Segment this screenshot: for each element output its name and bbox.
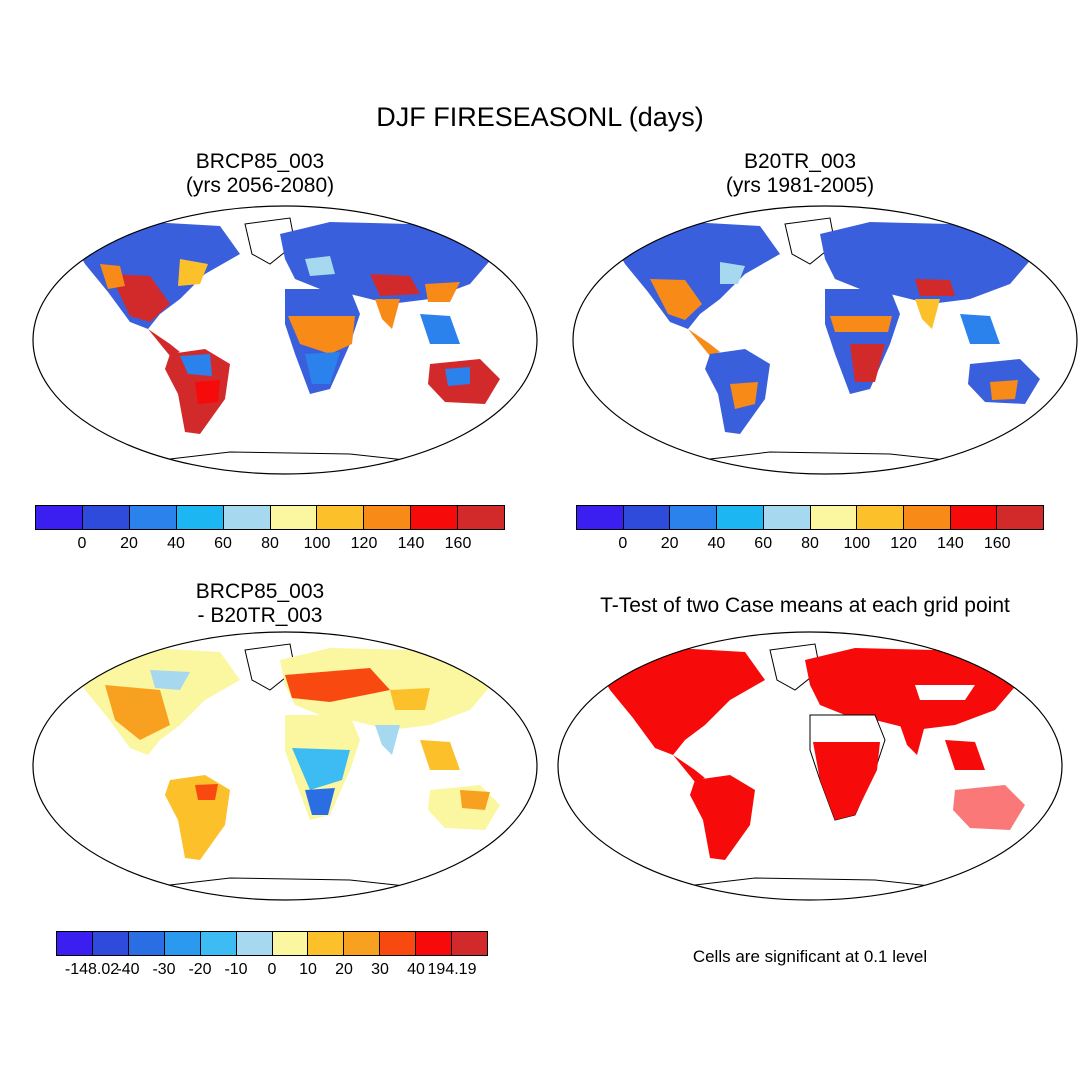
panel-1-title: BRCP85_003 (yrs 2056-2080) [130, 150, 390, 198]
colorbar-difference-label: 40 [407, 961, 425, 978]
colorbar-brcp85-label: 20 [120, 535, 138, 552]
colorbar-b20tr-label: 160 [983, 535, 1011, 552]
colorbar-difference-box [308, 932, 345, 955]
colorbar-brcp85-label: 80 [261, 535, 279, 552]
colorbar-difference [56, 931, 488, 956]
panel-1-title-line2: (yrs 2056-2080) [185, 174, 335, 197]
colorbar-brcp85-box [129, 506, 177, 529]
colorbar-brcp85-box [411, 506, 459, 529]
panel-4-title: T-Test of two Case means at each grid po… [545, 594, 1065, 618]
colorbar-brcp85-label: 60 [214, 535, 232, 552]
colorbar-difference-label: -148.02 [64, 961, 120, 978]
colorbar-brcp85-label: 40 [167, 535, 185, 552]
panel-3-title-line1: BRCP85_003 [195, 580, 325, 603]
map-b20tr-svg [572, 205, 1078, 475]
colorbar-b20tr-label: 140 [937, 535, 964, 552]
colorbar-brcp85-box [36, 506, 83, 529]
colorbar-difference-label: -30 [152, 961, 176, 978]
colorbar-difference-box [344, 932, 381, 955]
colorbar-b20tr-box [670, 506, 718, 529]
colorbar-difference-labels: -148.02 -40 -30 -20 -10 0 10 20 30 40 194.19 [56, 961, 488, 983]
panel-3-title: BRCP85_003 - B20TR_003 [130, 580, 390, 628]
colorbar-brcp85-box [176, 506, 224, 529]
figure-title: DJF FIRESEASONL (days) [376, 102, 704, 132]
colorbar-b20tr-box [717, 506, 764, 529]
colorbar-difference-label: -40 [116, 961, 140, 978]
panel-2-title: B20TR_003 (yrs 1981-2005) [670, 150, 930, 198]
map-b20tr [570, 204, 1080, 476]
colorbar-difference-box [128, 932, 165, 955]
colorbar-difference-box [272, 932, 309, 955]
colorbar-difference-box [92, 932, 129, 955]
colorbar-b20tr-label: 20 [660, 535, 679, 552]
colorbar-difference-box [452, 932, 488, 955]
panel-1-title-line1: BRCP85_003 [195, 150, 325, 173]
colorbar-difference-box [164, 932, 201, 955]
colorbar-b20tr-label: 40 [707, 535, 726, 552]
panel-2-title-line1: B20TR_003 [743, 150, 857, 173]
colorbar-b20tr-boxes [576, 505, 1044, 530]
colorbar-difference-box [416, 932, 453, 955]
colorbar-b20tr-box [950, 506, 998, 529]
colorbar-b20tr-label: 60 [754, 535, 773, 552]
colorbar-brcp85-labels: 0 20 40 60 80 100 120 140 160 [35, 535, 505, 557]
colorbar-b20tr-box [903, 506, 951, 529]
colorbar-difference-label: -10 [224, 961, 248, 978]
colorbar-b20tr-box [623, 506, 671, 529]
colorbar-b20tr-box [857, 506, 904, 529]
colorbar-difference-box [57, 932, 93, 955]
colorbar-b20tr-box [577, 506, 624, 529]
colorbar-b20tr-box [810, 506, 858, 529]
colorbar-brcp85-box [270, 506, 318, 529]
colorbar-difference-label: -20 [188, 961, 212, 978]
colorbar-difference-box [236, 932, 273, 955]
colorbar-brcp85-boxes [35, 505, 505, 530]
colorbar-b20tr-label: 100 [843, 535, 871, 552]
colorbar-difference-label: 0 [267, 961, 277, 978]
colorbar-difference-label: 20 [335, 961, 353, 978]
colorbar-brcp85 [35, 505, 505, 530]
map-brcp85 [30, 204, 540, 476]
colorbar-difference-label: 194.19 [427, 961, 477, 978]
colorbar-brcp85-box [458, 506, 505, 529]
colorbar-brcp85-box [317, 506, 365, 529]
colorbar-difference-label: 30 [371, 961, 389, 978]
panel-4-title-line1: T-Test of two Case means at each grid po… [600, 594, 1010, 617]
colorbar-brcp85-label: 120 [350, 535, 378, 552]
map-ttest-svg [557, 631, 1063, 901]
colorbar-b20tr-label: 80 [801, 535, 819, 552]
colorbar-brcp85-box [364, 506, 412, 529]
colorbar-b20tr-labels: 0 20 40 60 80 100 120 140 160 [576, 535, 1044, 557]
colorbar-difference-label: 10 [299, 961, 317, 978]
colorbar-b20tr [576, 505, 1044, 530]
colorbar-brcp85-label: 100 [303, 535, 331, 552]
colorbar-b20tr-box [763, 506, 811, 529]
colorbar-difference-box [200, 932, 237, 955]
colorbar-brcp85-label: 0 [77, 535, 87, 552]
panel-3-title-line2: - B20TR_003 [197, 604, 323, 627]
map-difference [30, 630, 540, 902]
colorbar-difference-box [380, 932, 417, 955]
colorbar-brcp85-label: 160 [444, 535, 472, 552]
colorbar-b20tr-label: 0 [618, 535, 628, 552]
colorbar-brcp85-label: 140 [397, 535, 425, 552]
significance-note: Cells are significant at 0.1 level [692, 947, 928, 966]
colorbar-brcp85-box [82, 506, 130, 529]
map-difference-svg [32, 631, 538, 901]
panel-2-title-line2: (yrs 1981-2005) [725, 174, 875, 197]
colorbar-b20tr-box [997, 506, 1044, 529]
colorbar-difference-boxes [56, 931, 488, 956]
map-brcp85-svg [32, 205, 538, 475]
colorbar-b20tr-label: 120 [890, 535, 917, 552]
map-ttest [555, 630, 1065, 902]
colorbar-brcp85-box [223, 506, 271, 529]
